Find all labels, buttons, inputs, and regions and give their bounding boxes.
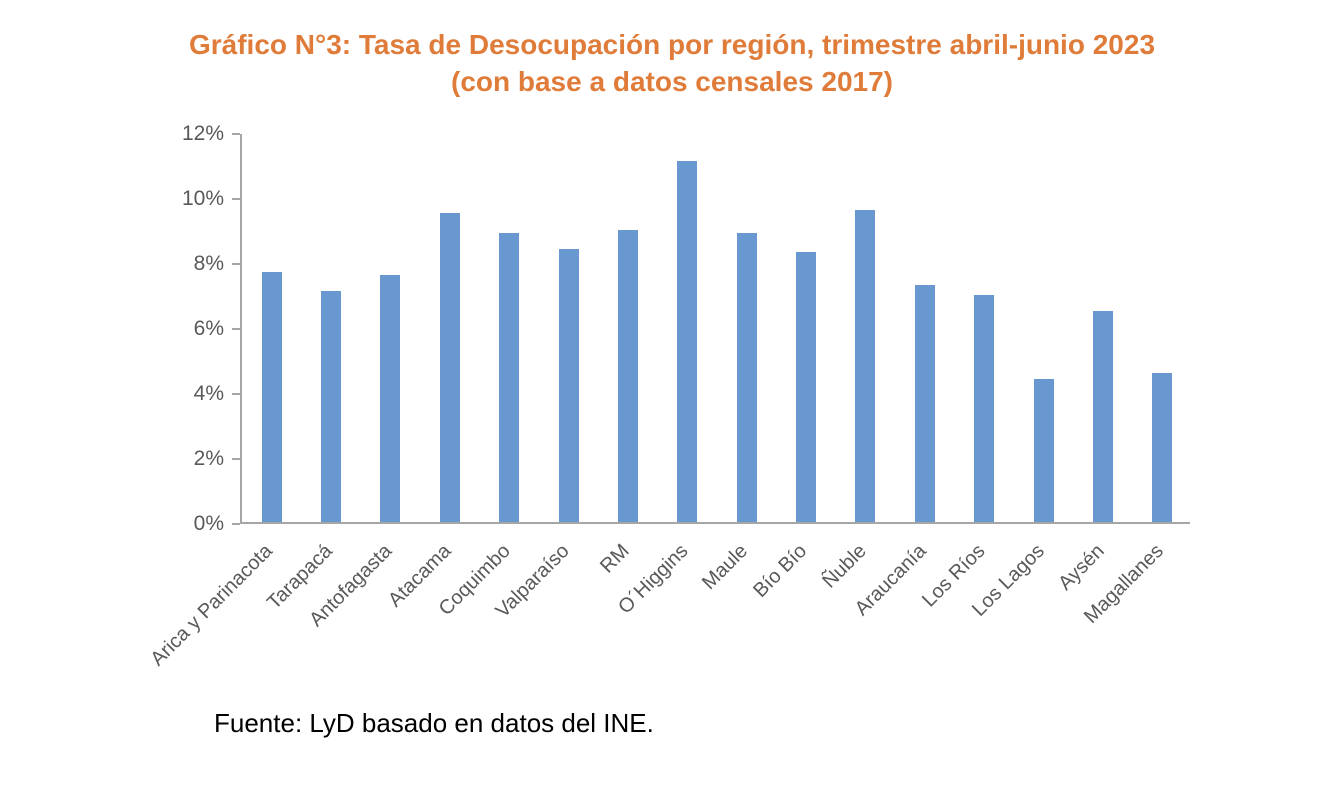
source-note: Fuente: LyD basado en datos del INE. [214,708,654,738]
bar [736,232,757,522]
bar [558,249,579,522]
chart-title: Gráfico N°3: Tasa de Desocupación por re… [0,26,1324,100]
bar [499,232,520,522]
x-axis-label: Arica y Parinacota [146,540,278,671]
x-axis-label: Maule [698,540,753,595]
y-axis-tick-label: 4% [193,382,224,405]
y-axis-tick-label: 10% [181,187,224,210]
y-axis-tick-label: 0% [193,512,224,535]
y-axis-tick [232,458,240,460]
x-axis-label: Aysén [1053,540,1109,595]
x-axis-label: Ñuble [818,540,871,593]
bar [1092,310,1113,522]
x-axis-label: RM [595,540,634,578]
bar [677,161,698,522]
y-axis-tick-label: 2% [193,447,224,470]
x-axis-label: Bío Bío [749,540,812,602]
bar [617,229,638,522]
bar [261,271,282,522]
y-axis-tick-label: 12% [181,122,224,145]
bar [439,213,460,522]
chart-title-line1: Gráfico N°3: Tasa de Desocupación por re… [188,29,1156,60]
bar [380,275,401,522]
y-axis-tick [232,133,240,135]
plot-area: 0% 2% 4% 6% 8% 10% 12% Arica y Parinacota Tarap… [147,122,1190,670]
y-axis-tick-label: 6% [193,317,224,340]
y-axis-tick [232,263,240,265]
bar [796,252,817,522]
bar [855,210,876,522]
y-axis-tick [232,198,240,200]
bar [321,291,342,522]
y-axis-tick [232,393,240,395]
y-axis-tick [232,523,240,525]
bar [1033,379,1054,522]
y-axis-tick-label: 8% [193,252,224,275]
bar [914,284,935,522]
bar [974,294,995,522]
bar [1152,372,1173,522]
y-axis-tick [232,328,240,330]
chart-title-line2: (con base a datos censales 2017) [451,66,893,97]
